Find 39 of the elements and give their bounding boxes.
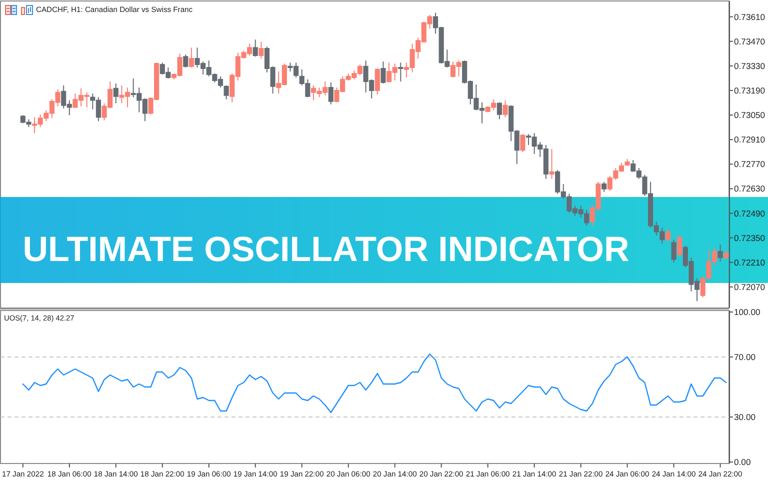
line-series [22,353,727,414]
y-tick-label: 0.73470 [734,36,766,46]
candlestick [665,228,671,242]
candlestick [677,234,682,257]
candlestick [224,84,229,100]
y-tick-label: 0.72630 [734,184,766,194]
y-tick-label: 70.00 [734,352,756,362]
candlestick [258,41,264,60]
candlestick [252,39,258,58]
y-tick-label: 0.72770 [734,159,766,170]
candlestick [520,134,526,153]
candlestick [549,148,554,180]
candlestick [502,100,508,118]
y-tick-label: 0.72210 [734,257,766,268]
y-tick-label: 0.72910 [734,134,766,145]
y-tick-label: 0.72350 [734,232,766,243]
candlestick [328,82,334,105]
candlestick [188,47,194,68]
y-tick-label: 0.72490 [734,208,766,218]
y-tick-label: 0.73330 [734,60,766,71]
candlestick [602,181,607,192]
candlestick [398,62,404,82]
y-tick-label: 0.73610 [734,12,766,22]
candlestick [724,249,729,260]
candlestick [183,54,188,68]
y-tick-label: 0.00 [734,457,751,468]
text: ULTIMATE OSCILLATOR INDICATOR [22,230,630,269]
candlestick [496,102,502,120]
candlestick [380,61,386,84]
candlestick [718,244,723,262]
candlestick [671,239,676,263]
candlestick [374,68,380,95]
y-tick-label: 100.00 [734,307,761,318]
candlestick [113,82,118,104]
y-tick-label: 0.72070 [734,282,766,292]
y-tick-label: 0.73190 [734,85,766,96]
candlestick [624,158,630,166]
y-tick-label: 30.00 [734,412,756,422]
y-tick-label: 0.73050 [734,110,766,120]
